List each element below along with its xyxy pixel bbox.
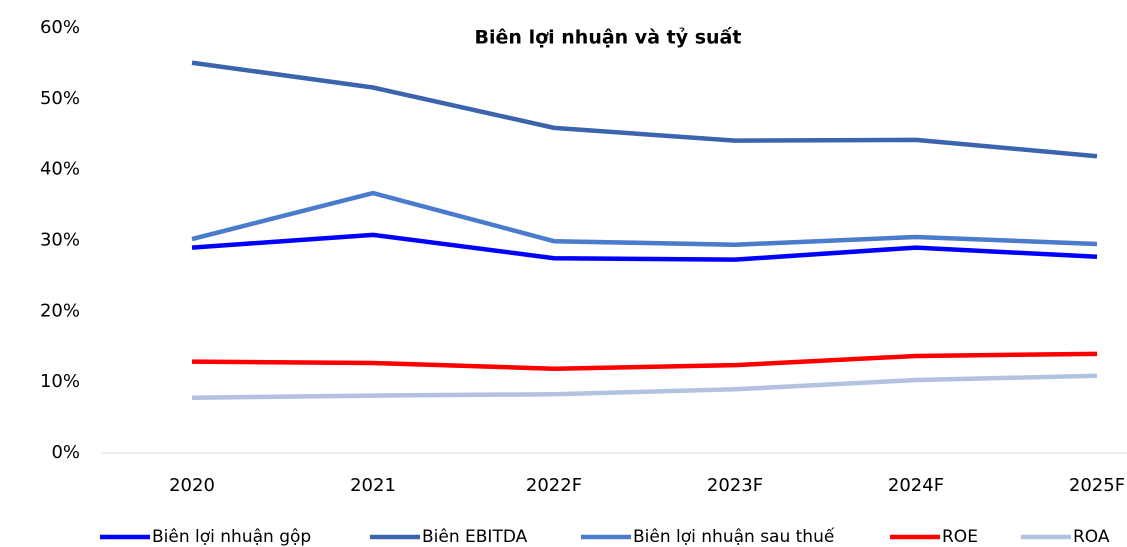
legend-text: ROE [942,527,978,547]
chart-title: Biên lợi nhuận và tỷ suất [475,26,742,49]
y-tick-label: 30% [40,230,80,251]
x-tick-label: 2022F [526,475,582,496]
x-tick-label: 2024F [888,475,944,496]
legend-text: Biên EBITDA [422,527,528,547]
x-tick-label: 2020 [169,475,215,496]
y-tick-label: 0% [51,442,80,463]
series-line [191,373,1098,400]
x-tick-label: 2023F [707,475,763,496]
y-tick-label: 50% [40,88,80,109]
series-line [191,60,1098,159]
y-tick-label: 20% [40,300,80,321]
series-line [191,232,1098,262]
x-tick-label: 2025F [1069,475,1125,496]
series-line [191,190,1098,247]
legend-text: ROA [1073,527,1110,547]
legend-text: Biên lợi nhuận gộp [152,527,311,547]
x-tick-label: 2021 [350,475,396,496]
y-tick-label: 40% [40,159,80,180]
y-tick-label: 60% [40,17,80,38]
legend-text: Biên lợi nhuận sau thuế [633,526,835,547]
y-tick-label: 10% [40,371,80,392]
series-line [191,351,1098,371]
